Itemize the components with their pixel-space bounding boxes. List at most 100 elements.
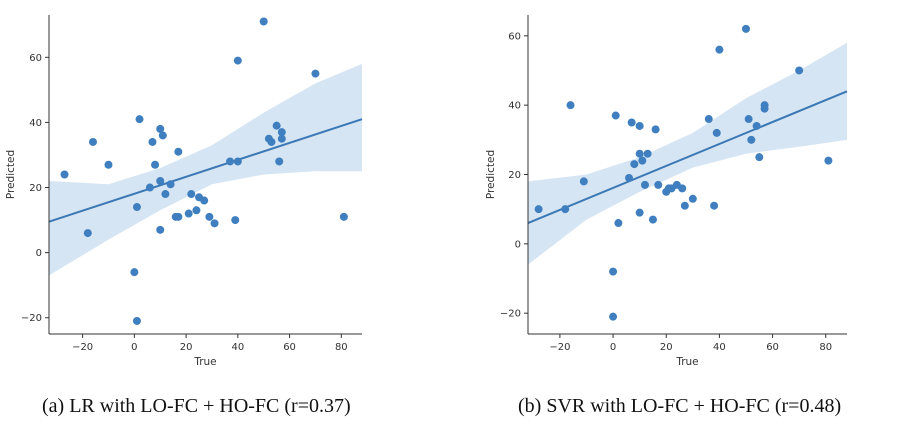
chart-b-x-tick-label-0: −20 [549,342,570,353]
chart-a-x-tick-label-0: −20 [72,342,93,353]
chart-a-point-6 [132,203,141,212]
chart-b-point-16 [635,208,644,217]
chart-b-point-30 [715,45,724,54]
chart-a-point-13 [156,177,165,186]
chart-b-point-8 [625,173,634,182]
chart-b-y-tick-label-0: −20 [500,309,521,320]
caption-b: (b) SVR with LO-FC + HO-FC (r=0.48) [518,395,842,417]
chart-b-x-tick-label-3: 40 [713,342,726,353]
chart-a-point-7 [135,115,144,124]
chart-b-point-29 [712,128,721,137]
chart-a-y-tick-label-0: −20 [21,313,42,324]
chart-b-x-tick-label-1: 0 [610,342,616,353]
chart-b-point-26 [688,194,697,203]
chart-a-point-24 [200,196,209,205]
chart-b-point-12 [635,149,644,158]
chart-a-point-20 [184,209,193,218]
chart-b-point-17 [648,215,657,224]
chart-a-point-10 [151,160,160,169]
chart-b-point-19 [654,180,663,189]
chart-a-point-16 [156,225,165,234]
chart-a-point-8 [145,183,154,192]
chart-a-point-15 [166,180,175,189]
chart-b-point-1 [561,205,570,214]
chart-b-point-13 [638,156,647,165]
chart-b-point-2 [579,177,588,186]
chart-a-y-tick-label-3: 40 [29,118,42,129]
chart-a-point-26 [210,219,219,228]
chart-a-point-28 [231,216,240,225]
chart-a-y-tick-label-4: 60 [29,53,42,64]
chart-a-x-axis-label: True [193,356,216,368]
chart-a-point-11 [156,124,165,133]
chart-b-point-32 [744,115,753,124]
caption-a: (a) LR with LO-FC + HO-FC (r=0.37) [42,395,351,417]
chart-b-point-24 [678,184,687,193]
chart-a-y-axis-label: Predicted [5,150,17,199]
chart-a-point-21 [187,190,196,199]
chart-b-point-27 [704,115,713,124]
chart-a-point-1 [88,137,97,146]
chart-a-x-tick-label-1: 0 [131,342,137,353]
chart-b-point-25 [680,201,689,210]
chart-b-y-tick-label-1: 0 [515,239,521,250]
chart-b-point-31 [741,24,750,33]
chart-a-point-5 [132,316,141,325]
chart-b-point-15 [643,149,652,158]
chart-a-point-34 [272,121,281,130]
chart-a: −20 0 20 40 60 80 −20 0 20 40 60 True Predicted [0,0,460,380]
chart-a-point-29 [233,56,242,65]
chart-a-point-18 [174,212,183,221]
chart-b: −20 0 20 40 60 80 −20 0 20 40 60 True Predicted [470,0,921,380]
chart-b-point-10 [630,160,639,169]
chart-a-point-35 [275,157,284,166]
chart-b-point-4 [609,267,618,276]
chart-b-point-14 [640,180,649,189]
chart-a-regression-line [48,118,363,223]
chart-a-point-36 [277,128,286,137]
chart-a-point-38 [311,69,320,78]
chart-a-x-tick-label-5: 80 [335,342,348,353]
chart-b-x-tick-label-2: 20 [660,342,673,353]
chart-a-y-tick-label-2: 20 [29,183,42,194]
chart-b-y-axis-label: Predicted [485,150,497,199]
chart-b-point-5 [609,312,618,321]
chart-a-x-tick-label-3: 40 [231,342,244,353]
chart-b-x-tick-label-5: 80 [819,342,832,353]
chart-a-point-31 [259,17,268,26]
chart-a-point-37 [277,134,286,143]
chart-a-point-2 [104,160,113,169]
chart-b-x-axis-label: True [675,356,698,368]
chart-a-point-25 [205,212,214,221]
chart-b-point-18 [651,125,660,134]
chart-a-point-14 [161,190,170,199]
chart-b-confidence-band [528,42,847,265]
chart-b-point-7 [614,219,623,228]
chart-b-y-tick-label-4: 60 [508,31,521,42]
chart-a-point-30 [233,157,242,166]
chart-b-point-37 [760,101,769,110]
chart-b-point-11 [635,121,644,130]
chart-b-svg: −20 0 20 40 60 80 −20 0 20 40 60 True Predicted [485,15,848,368]
chart-a-point-4 [130,268,139,277]
chart-b-y-tick-label-2: 20 [508,170,521,181]
chart-b-y-tick-label-3: 40 [508,101,521,112]
chart-a-point-27 [226,157,235,166]
chart-b-regression-line [527,90,848,224]
chart-b-x-tick-label-4: 60 [766,342,779,353]
chart-a-svg: −20 0 20 40 60 80 −20 0 20 40 60 True Predicted [5,15,363,368]
chart-a-x-tick-label-2: 20 [180,342,193,353]
chart-b-point-6 [611,111,620,120]
chart-a-y-tick-label-1: 0 [36,248,42,259]
chart-b-point-9 [627,118,636,127]
chart-a-point-12 [158,131,167,140]
chart-a-point-3 [83,229,92,238]
chart-a-point-33 [267,137,276,146]
chart-a-point-0 [60,170,69,179]
chart-b-point-34 [752,121,761,130]
chart-a-x-tick-label-4: 60 [283,342,296,353]
chart-b-point-0 [534,205,543,214]
chart-b-point-3 [566,101,575,110]
chart-a-point-39 [339,212,348,221]
chart-b-point-38 [795,66,804,75]
